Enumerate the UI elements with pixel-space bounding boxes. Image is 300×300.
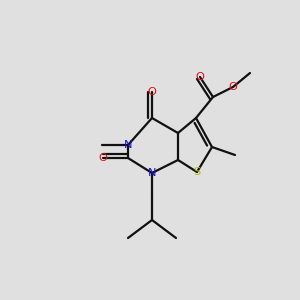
Text: O: O	[229, 82, 237, 92]
Text: N: N	[124, 140, 132, 150]
Text: O: O	[196, 72, 204, 82]
Text: O: O	[99, 153, 107, 163]
Text: S: S	[194, 167, 201, 177]
Text: O: O	[148, 87, 156, 97]
Text: N: N	[148, 168, 156, 178]
